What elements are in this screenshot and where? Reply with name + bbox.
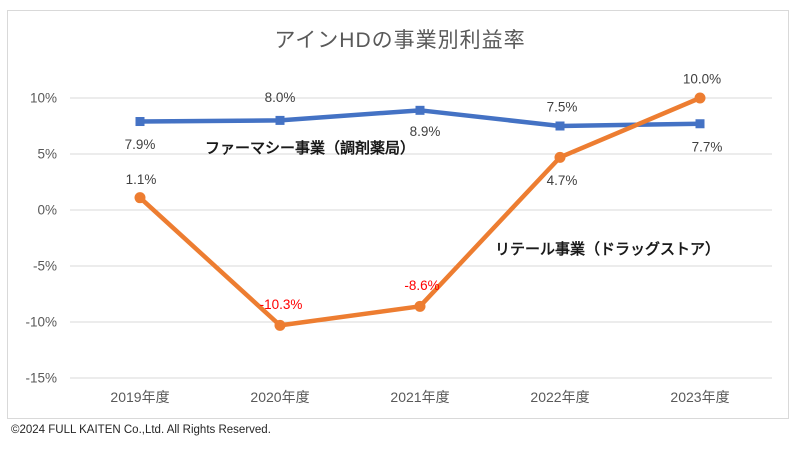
y-axis-tick-label: 0%	[37, 203, 57, 218]
copyright-text: ©2024 FULL KAITEN Co.,Ltd. All Rights Re…	[11, 424, 271, 436]
x-axis-category-label: 2022年度	[530, 389, 589, 405]
series-label-pharmacy: ファーマシー事業（調剤薬局）	[205, 140, 416, 157]
data-point-marker	[274, 319, 286, 331]
chart-title: アインHDの事業別利益率	[274, 29, 526, 52]
data-point-marker	[415, 105, 425, 115]
data-point-marker	[694, 92, 706, 104]
data-point-label: -10.3%	[260, 297, 303, 312]
x-axis-category-label: 2020年度	[250, 389, 309, 405]
y-axis-tick-label: 10%	[30, 91, 57, 106]
y-axis-tick-label: 5%	[37, 147, 57, 162]
data-point-label: 7.9%	[125, 137, 156, 152]
series-label-retail: リテール事業（ドラッグストア）	[495, 241, 721, 258]
data-point-label: 8.0%	[265, 90, 296, 105]
data-point-marker	[275, 115, 285, 125]
data-point-label: 8.9%	[410, 124, 441, 139]
x-axis-category-label: 2021年度	[390, 389, 449, 405]
data-point-label: 1.1%	[126, 172, 157, 187]
data-point-label: 7.7%	[692, 139, 723, 154]
data-point-marker	[135, 117, 145, 127]
y-axis-tick-label: -15%	[25, 371, 57, 386]
y-axis-tick-label: -5%	[33, 259, 57, 274]
data-point-marker	[695, 119, 705, 129]
data-point-label: 10.0%	[683, 72, 721, 87]
data-point-label: 7.5%	[547, 100, 578, 115]
x-axis-category-label: 2019年度	[110, 389, 169, 405]
x-axis-category-label: 2023年度	[670, 389, 729, 405]
data-point-marker	[134, 192, 146, 204]
data-point-marker	[554, 151, 566, 163]
y-axis-tick-label: -10%	[25, 315, 57, 330]
data-point-label: 4.7%	[547, 173, 578, 188]
data-point-marker	[414, 300, 426, 312]
chart-border-frame	[7, 10, 789, 419]
data-point-label: -8.6%	[404, 278, 439, 293]
data-point-marker	[555, 121, 565, 131]
